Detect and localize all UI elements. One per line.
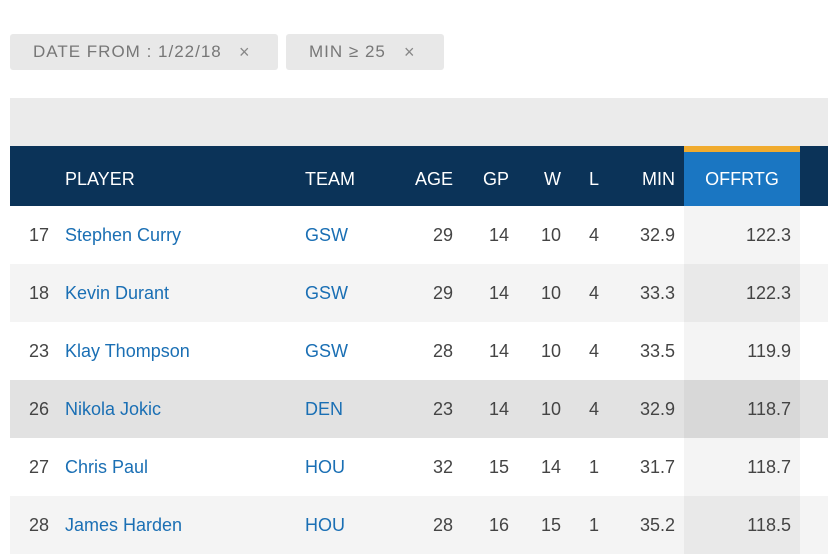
losses-cell: 4 — [588, 399, 599, 419]
wins-cell: 14 — [540, 457, 561, 477]
gp-cell: 14 — [488, 225, 509, 245]
header-team[interactable]: TEAM — [305, 169, 356, 189]
age-cell: 29 — [432, 283, 453, 303]
close-icon[interactable]: × — [404, 41, 416, 62]
wins-cell: 10 — [540, 341, 561, 361]
table-body: 17 Stephen Curry GSW 29 14 10 4 32.9 122.3 18 Kevi… — [10, 206, 828, 554]
gp-cell: 15 — [488, 457, 509, 477]
filter-chip-label: MIN ≥ 25 — [309, 42, 386, 61]
sorted-column-cell-bg — [684, 264, 800, 322]
sorted-column-cell-bg — [684, 496, 800, 554]
losses-cell: 1 — [588, 515, 599, 535]
age-cell: 29 — [432, 225, 453, 245]
min-cell: 35.2 — [639, 515, 675, 535]
offrtg-cell: 118.7 — [747, 457, 791, 477]
wins-cell: 10 — [540, 225, 561, 245]
header-rank — [10, 146, 49, 206]
offrtg-cell: 118.5 — [747, 515, 791, 535]
wins-cell: 15 — [540, 515, 561, 535]
losses-cell: 4 — [588, 283, 599, 303]
team-link[interactable]: HOU — [305, 515, 345, 535]
rank-cell: 27 — [28, 457, 49, 477]
min-cell: 33.5 — [639, 341, 675, 361]
age-cell: 23 — [432, 399, 453, 419]
gp-cell: 16 — [488, 515, 509, 535]
player-link[interactable]: James Harden — [65, 515, 183, 535]
table-header: PLAYER TEAM AGE GP W L MIN OFFRTG — [10, 146, 828, 206]
offrtg-cell: 119.9 — [747, 341, 791, 361]
rank-cell: 23 — [28, 341, 49, 361]
min-cell: 32.9 — [639, 225, 675, 245]
team-link[interactable]: DEN — [305, 399, 344, 419]
header-l[interactable]: L — [588, 169, 599, 189]
sorted-column-cell-bg — [684, 206, 800, 264]
table-row: 18 Kevin Durant GSW 29 14 10 4 33.3 122.3 — [10, 264, 828, 322]
offrtg-cell: 122.3 — [745, 283, 791, 303]
rank-cell: 17 — [28, 225, 49, 245]
sort-indicator — [684, 146, 800, 152]
sorted-column-cell-bg — [684, 438, 800, 496]
rank-cell: 26 — [28, 399, 49, 419]
player-link[interactable]: Klay Thompson — [65, 341, 190, 361]
age-cell: 28 — [432, 341, 453, 361]
team-link[interactable]: GSW — [305, 283, 348, 303]
header-w[interactable]: W — [544, 169, 561, 189]
stats-table: PLAYER TEAM AGE GP W L MIN OFFRTG 17 Step… — [10, 146, 828, 554]
table-row: 27 Chris Paul HOU 32 15 14 1 31.7 118.7 — [10, 438, 828, 496]
age-cell: 32 — [432, 457, 453, 477]
player-link[interactable]: Nikola Jokic — [65, 399, 162, 419]
team-link[interactable]: HOU — [305, 457, 345, 477]
table-row: 23 Klay Thompson GSW 28 14 10 4 33.5 119.9 — [10, 322, 828, 380]
player-link[interactable]: Chris Paul — [65, 457, 149, 477]
rank-cell: 28 — [28, 515, 49, 535]
header-age[interactable]: AGE — [414, 169, 453, 189]
min-cell: 31.7 — [639, 457, 675, 477]
header-min[interactable]: MIN — [642, 169, 675, 189]
team-link[interactable]: GSW — [305, 341, 348, 361]
close-icon[interactable]: × — [239, 41, 251, 62]
table-row: 26 Nikola Jokic DEN 23 14 10 4 32.9 118.7 — [10, 380, 828, 438]
gp-cell: 14 — [488, 341, 509, 361]
losses-cell: 4 — [588, 341, 599, 361]
offrtg-cell: 118.7 — [747, 399, 791, 419]
rank-cell: 18 — [28, 283, 49, 303]
gp-cell: 14 — [488, 283, 509, 303]
sorted-column-cell-bg — [684, 380, 800, 438]
table-toolbar — [10, 98, 828, 146]
header-player[interactable]: PLAYER — [65, 169, 135, 189]
filter-chip-date-from[interactable]: DATE FROM : 1/22/18 × — [10, 34, 278, 70]
losses-cell: 1 — [588, 457, 599, 477]
wins-cell: 10 — [540, 399, 561, 419]
header-offrtg[interactable]: OFFRTG — [705, 169, 779, 189]
wins-cell: 10 — [540, 283, 561, 303]
min-cell: 33.3 — [639, 283, 675, 303]
player-link[interactable]: Stephen Curry — [65, 225, 182, 245]
header-gp[interactable]: GP — [482, 169, 509, 189]
sorted-column-highlight — [684, 146, 800, 206]
age-cell: 28 — [432, 515, 453, 535]
table-row: 28 James Harden HOU 28 16 15 1 35.2 118.5 — [10, 496, 828, 554]
table-row: 17 Stephen Curry GSW 29 14 10 4 32.9 122.3 — [10, 206, 828, 264]
player-link[interactable]: Kevin Durant — [65, 283, 170, 303]
filter-chip-label: DATE FROM : 1/22/18 — [33, 42, 222, 61]
team-link[interactable]: GSW — [305, 225, 348, 245]
offrtg-cell: 122.3 — [745, 225, 791, 245]
filter-chip-min[interactable]: MIN ≥ 25 × — [286, 34, 444, 70]
min-cell: 32.9 — [639, 399, 675, 419]
losses-cell: 4 — [588, 225, 599, 245]
gp-cell: 14 — [488, 399, 509, 419]
sorted-column-cell-bg — [684, 322, 800, 380]
